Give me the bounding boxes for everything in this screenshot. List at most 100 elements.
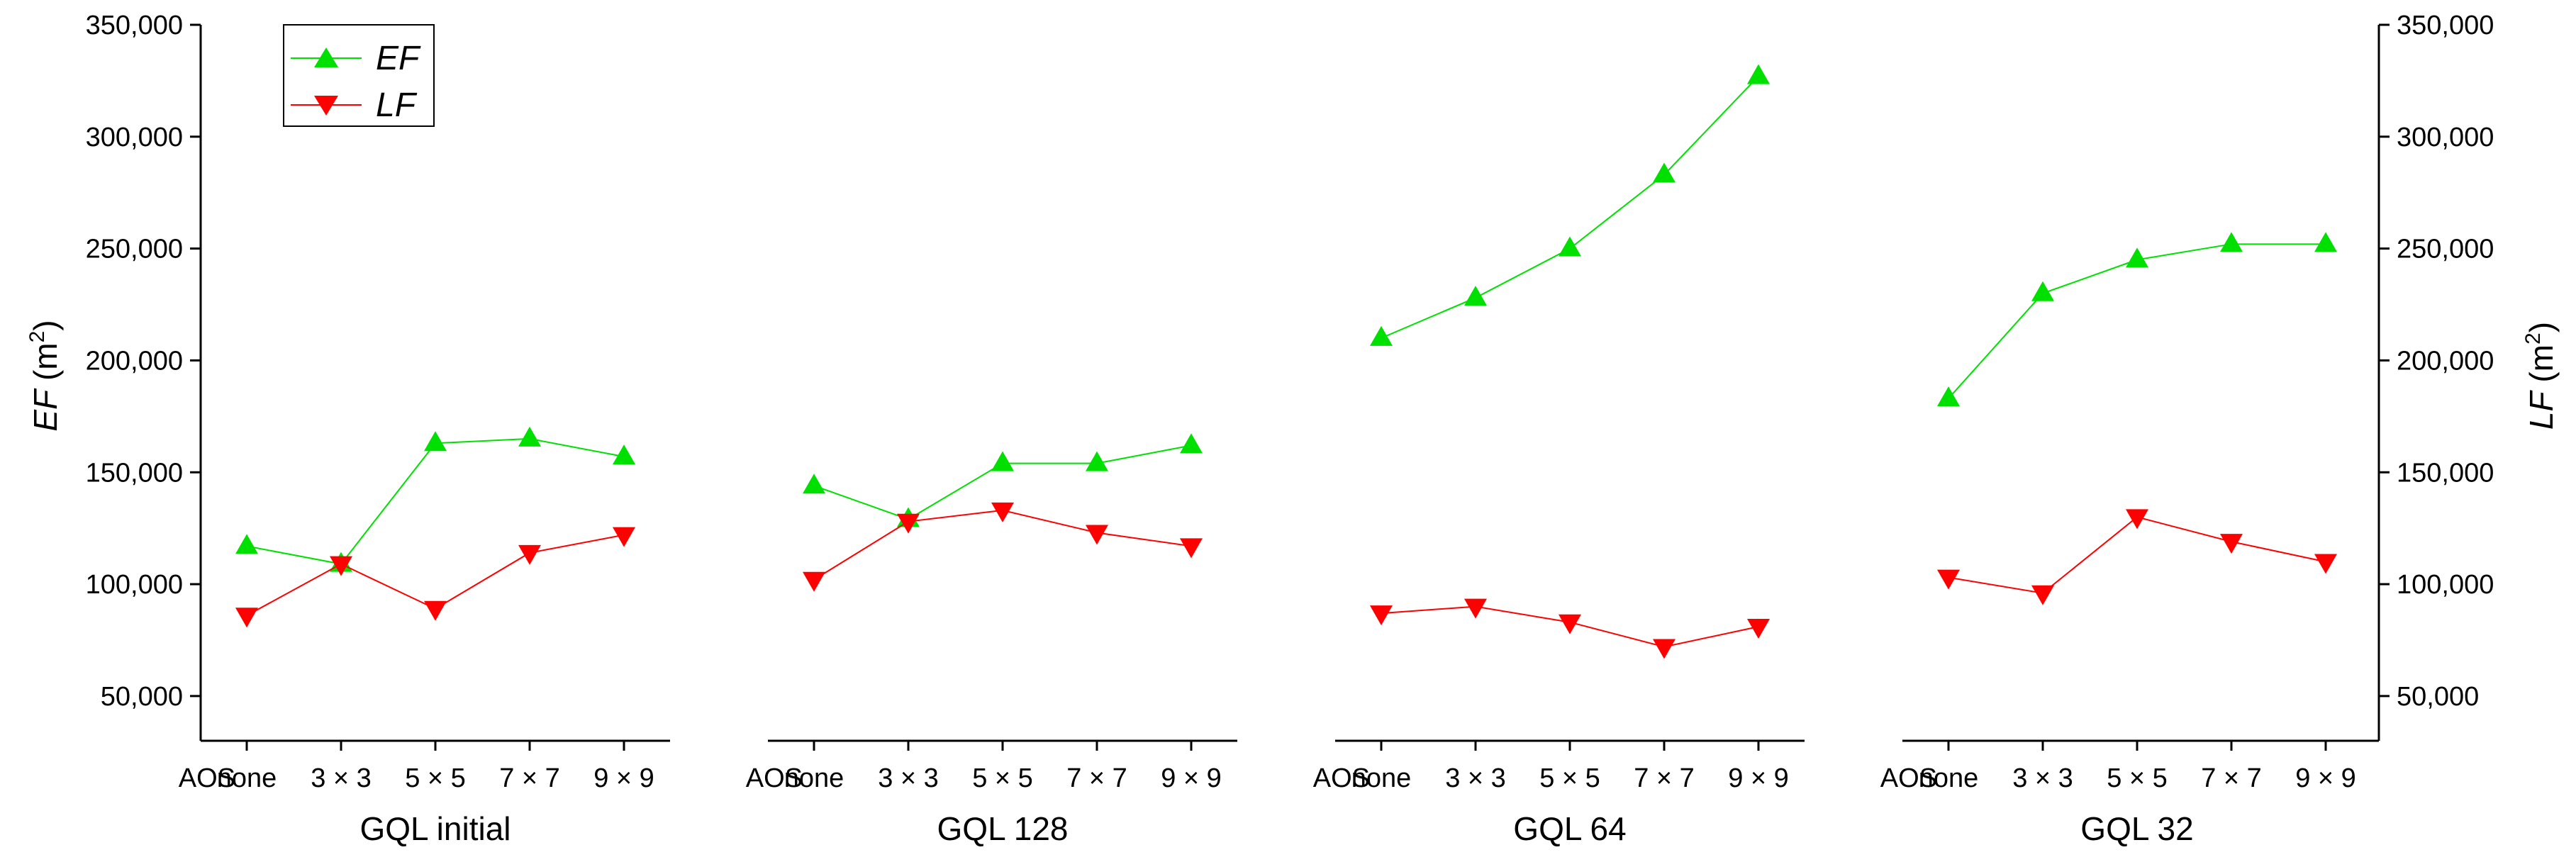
x-tick-label: 5 × 5 — [1539, 763, 1600, 793]
data-point-lf — [613, 527, 635, 547]
data-point-lf — [1653, 639, 1675, 659]
data-point-ef — [1937, 386, 1960, 407]
legend-ef-marker — [314, 47, 338, 67]
x-axis-aos-label: AOS — [179, 763, 235, 793]
data-point-ef — [235, 534, 258, 554]
x-tick-label: 7 × 7 — [1634, 763, 1695, 793]
x-tick-label: 9 × 9 — [593, 763, 654, 793]
x-tick-label: 7 × 7 — [499, 763, 560, 793]
data-point-ef — [1370, 325, 1393, 346]
y-tick-label-right: 200,000 — [2397, 346, 2494, 376]
y-axis-title-right-var: LF — [2523, 389, 2560, 430]
y-axis-title-right-sup: 2 — [2521, 332, 2545, 345]
x-tick-label: 3 × 3 — [1445, 763, 1506, 793]
data-point-lf — [803, 571, 825, 592]
data-point-lf — [424, 600, 447, 621]
data-point-lf — [2314, 554, 2337, 574]
y-tick-label-left: 150,000 — [86, 458, 183, 488]
data-point-lf — [991, 502, 1014, 522]
y-axis-title-left-close: ) — [27, 320, 64, 330]
x-tick-label: 5 × 5 — [2107, 763, 2168, 793]
data-point-ef — [1653, 162, 1675, 183]
x-tick-label: 5 × 5 — [972, 763, 1033, 793]
data-point-lf — [2031, 585, 2054, 605]
data-point-ef — [1747, 64, 1770, 84]
data-point-lf — [1370, 605, 1393, 626]
series-lf — [803, 502, 1203, 592]
data-point-lf — [518, 544, 541, 565]
y-ticks-right: 50,000 100,000 150,000 200,000 250,000 300,00… — [2379, 11, 2494, 712]
x-tick-label: none — [1351, 763, 1412, 793]
x-tick-label: none — [217, 763, 277, 793]
y-tick-label-right: 50,000 — [2397, 682, 2479, 712]
data-point-lf — [2126, 509, 2148, 530]
data-point-lf — [1937, 569, 1960, 590]
x-tick-label: 7 × 7 — [2201, 763, 2262, 793]
panel-title: GQL 64 — [1513, 810, 1626, 847]
y-axis-title-left: EF (m2) — [26, 320, 64, 431]
x-tick-label: 5 × 5 — [405, 763, 466, 793]
legend: EF LF — [283, 24, 435, 127]
data-point-ef — [1086, 451, 1108, 471]
y-tick-label-right: 350,000 — [2397, 11, 2494, 40]
data-point-ef — [1180, 433, 1203, 454]
legend-lf-label: LF — [376, 86, 418, 124]
x-tick-label: 9 × 9 — [1161, 763, 1222, 793]
y-tick-label-right: 250,000 — [2397, 235, 2494, 264]
data-point-ef — [803, 474, 825, 494]
data-point-ef — [518, 426, 541, 447]
x-tick-label: none — [784, 763, 844, 793]
panel-title: GQL 32 — [2080, 810, 2193, 847]
data-point-ef — [991, 451, 1014, 471]
y-axis-title-right-unit: (m — [2523, 345, 2560, 391]
data-point-ef — [1559, 236, 1581, 257]
series-ef — [1937, 232, 2337, 407]
data-point-ef — [2314, 232, 2337, 252]
data-point-lf — [235, 608, 258, 628]
series-lf — [1370, 598, 1770, 659]
panel-title: GQL initial — [359, 810, 511, 847]
x-axis-aos-label: AOS — [1313, 763, 1370, 793]
panel-title: GQL 128 — [937, 810, 1069, 847]
x-tick-label: 9 × 9 — [2295, 763, 2356, 793]
x-axis-aos-label: AOS — [746, 763, 803, 793]
x-tick-label: 3 × 3 — [2012, 763, 2073, 793]
data-point-lf — [2220, 534, 2243, 554]
x-tick-label: 7 × 7 — [1066, 763, 1127, 793]
x-axis-aos-label: AOS — [1880, 763, 1937, 793]
legend-lf-marker — [314, 96, 338, 116]
y-tick-label-left: 50,000 — [101, 682, 183, 712]
y-tick-label-left: 350,000 — [86, 11, 183, 40]
y-tick-label-left: 100,000 — [86, 570, 183, 600]
x-tick-label: 9 × 9 — [1728, 763, 1789, 793]
series-ef — [235, 426, 635, 572]
data-point-lf — [1464, 598, 1487, 619]
data-point-ef — [2220, 232, 2243, 252]
data-point-lf — [1180, 538, 1203, 559]
y-tick-label-right: 300,000 — [2397, 123, 2494, 152]
y-tick-label-left: 250,000 — [86, 235, 183, 264]
legend-ef-label: EF — [376, 40, 421, 77]
y-ticks-left: 50,000 100,000 150,000 200,000 250,000 300,00… — [86, 11, 201, 712]
y-tick-label-left: 300,000 — [86, 123, 183, 152]
data-point-ef — [2126, 247, 2148, 268]
legend-box — [283, 24, 435, 127]
y-axis-title-right: LF (m2) — [2521, 322, 2560, 430]
x-tick-label: 3 × 3 — [878, 763, 939, 793]
series-ef — [1370, 64, 1770, 346]
x-tick-label: 3 × 3 — [311, 763, 372, 793]
series-line-ef — [1381, 75, 1759, 339]
data-point-lf — [1086, 525, 1108, 545]
y-axis-title-left-var: EF — [27, 388, 64, 432]
y-tick-label-right: 150,000 — [2397, 458, 2494, 488]
y-axis-title-left-sup: 2 — [26, 331, 49, 343]
data-point-ef — [2031, 281, 2054, 301]
data-point-lf — [330, 556, 352, 576]
